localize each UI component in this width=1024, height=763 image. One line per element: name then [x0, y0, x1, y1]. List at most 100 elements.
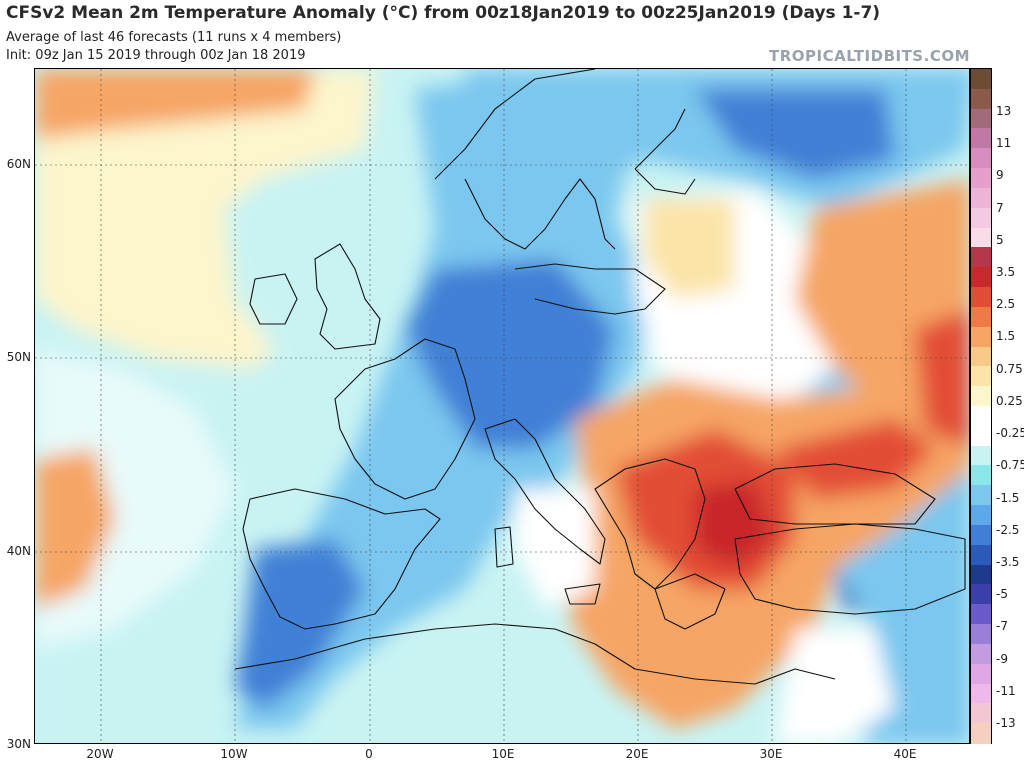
colorbar-segment [971, 287, 991, 308]
colorbar-segment [971, 643, 991, 665]
colorbar-segment [971, 108, 991, 130]
coast-balkans [594, 458, 706, 590]
colorbar-tick-label: -13 [996, 716, 1016, 730]
colorbar-tick-label: -0.25 [996, 426, 1024, 441]
colorbar-tick-label: 0.75 [996, 361, 1023, 376]
coast-norway [434, 69, 616, 250]
field-deep-iberia [235, 539, 365, 709]
lon-label-30e: 30E [759, 747, 783, 761]
map-canvas [35, 69, 969, 743]
coast-greece [654, 573, 726, 630]
lon-label-20w: 20W [86, 747, 114, 761]
field-white-levant [775, 629, 895, 743]
colorbar-tick-label: 11 [996, 136, 1012, 151]
field-white-italy [515, 489, 595, 609]
colorbar-segment [971, 207, 991, 229]
colorbar-segment [971, 128, 991, 149]
colorbar-segment [971, 624, 991, 645]
field-red-black-sea [775, 419, 935, 499]
colorbar-segment [971, 485, 991, 506]
coast-finland [634, 108, 696, 195]
colorbar-segment [971, 148, 991, 169]
lon-label-40e: 40E [893, 747, 917, 761]
colorbar-segment [971, 425, 991, 447]
coast-ireland [249, 273, 298, 325]
field-darkred-core [695, 479, 775, 569]
colorbar-segment [971, 227, 991, 248]
coast-baltic [514, 263, 666, 315]
colorbar-tick-label: 13 [996, 104, 1012, 118]
colorbar-segment [971, 564, 991, 585]
colorbar-segment [971, 247, 991, 268]
coast-turkey [734, 523, 966, 615]
graticule [35, 69, 969, 743]
field-pale-west [35, 69, 375, 369]
colorbar-segment [971, 683, 991, 704]
lon-label-0: 0 [365, 747, 373, 761]
colorbar-tick-label: -2.5 [996, 522, 1020, 537]
colorbar-tick-label: 2.5 [996, 297, 1016, 312]
coast-sardinia [494, 526, 514, 568]
colorbar-tick-label: 0.25 [996, 393, 1023, 408]
colorbar-segment [971, 584, 991, 605]
colorbar-segment [971, 267, 991, 288]
colorbar-tick-label: -3.5 [996, 554, 1020, 569]
anomaly-map [34, 68, 970, 744]
colorbar-segment [971, 465, 991, 486]
colorbar-segment [971, 326, 991, 348]
colorbar-segment [971, 88, 991, 110]
field-red-east [915, 309, 969, 449]
field-deep-scand [695, 89, 895, 179]
colorbar-segment [971, 544, 991, 566]
field-yellow-baltic [645, 199, 735, 299]
lon-label-10w: 10W [220, 747, 248, 761]
colorbar-segment [971, 187, 991, 209]
colorbar-segment [971, 366, 991, 387]
colorbar-tick-label: 7 [996, 200, 1004, 215]
colorbar-segment [971, 346, 991, 367]
colorbar-segment [971, 306, 991, 328]
colorbar-segment [971, 69, 991, 90]
brand-watermark: TROPICALTIDBITS.COM [769, 47, 970, 65]
colorbar-tick-label: 5 [996, 232, 1004, 247]
colorbar-segment [971, 703, 991, 724]
colorbar-tick-label: -11 [996, 683, 1016, 698]
colorbar-segment [971, 524, 991, 546]
colorbar-segment [971, 386, 991, 407]
colorbar-segment [971, 723, 991, 744]
field-orange-nw [35, 69, 315, 139]
lon-label-20e: 20E [625, 747, 649, 761]
colorbar-tick-label: -5 [996, 587, 1008, 602]
colorbar-tick-label: 9 [996, 168, 1004, 183]
colorbar-segment [971, 445, 991, 467]
init-time: Init: 09z Jan 15 2019 through 00z Jan 18… [6, 48, 306, 63]
coast-italy [484, 418, 606, 565]
map-title: CFSv2 Mean 2m Temperature Anomaly (°C) f… [6, 3, 881, 23]
anomaly-field [35, 69, 969, 743]
lat-label-60n: 60N [6, 157, 31, 171]
coastlines [234, 69, 966, 685]
coast-sicily [564, 583, 601, 605]
map-subtitle: Average of last 46 forecasts (11 runs x … [6, 30, 342, 45]
colorbar-segment [971, 168, 991, 189]
colorbar-tick-label: -0.75 [996, 458, 1024, 473]
lon-label-10e: 10E [491, 747, 515, 761]
coast-britain [314, 243, 381, 350]
field-deep-central [405, 259, 615, 449]
coast-france [334, 338, 476, 500]
colorbar-tick-label: -9 [996, 651, 1008, 666]
colorbar-tick-label: 1.5 [996, 329, 1016, 344]
colorbar-tick-label: -7 [996, 619, 1008, 634]
coast-black-sea [734, 463, 936, 525]
coast-north-africa [234, 623, 836, 685]
coast-iberia [242, 488, 441, 630]
lat-label-30n: 30N [6, 737, 31, 751]
lat-label-40n: 40N [6, 544, 31, 558]
colorbar-segment [971, 604, 991, 625]
field-orange-w [35, 449, 115, 609]
lat-label-50n: 50N [6, 350, 31, 364]
colorbar [970, 68, 992, 744]
colorbar-segment [971, 505, 991, 526]
colorbar-segment [971, 663, 991, 685]
colorbar-tick-label: 3.5 [996, 265, 1016, 280]
